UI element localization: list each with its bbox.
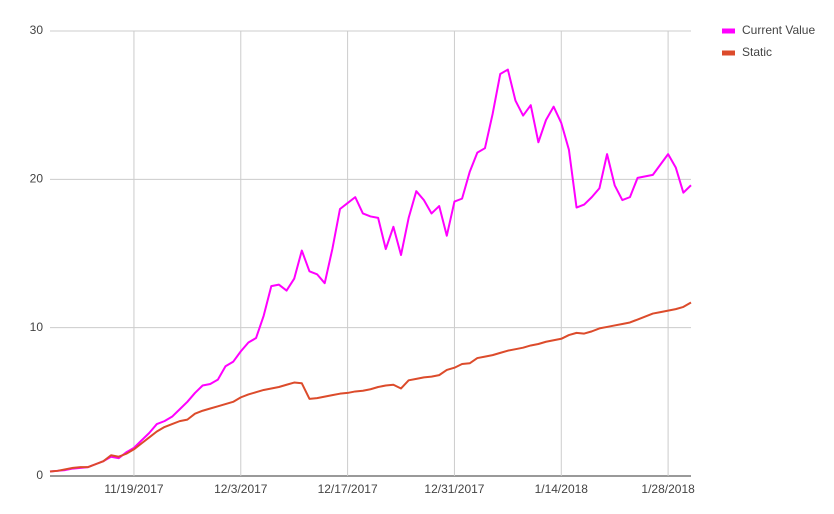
legend-swatch (722, 28, 735, 34)
y-tick-label: 30 (30, 23, 44, 37)
x-tick-label: 12/17/2017 (318, 482, 378, 496)
series-line (49, 301, 692, 473)
x-tick-label: 1/28/2018 (641, 482, 695, 496)
legend-swatch (722, 50, 735, 56)
y-tick-label: 20 (30, 172, 44, 186)
x-tick-label: 1/14/2018 (535, 482, 589, 496)
legend-label: Static (742, 45, 772, 59)
y-tick-label: 0 (36, 468, 43, 482)
x-tick-label: 12/3/2017 (214, 482, 268, 496)
series-line (49, 68, 692, 473)
x-tick-label: 11/19/2017 (104, 482, 163, 496)
y-tick-label: 10 (30, 320, 44, 334)
x-tick-label: 12/31/2017 (424, 482, 484, 496)
legend-label: Current Value (742, 23, 815, 37)
